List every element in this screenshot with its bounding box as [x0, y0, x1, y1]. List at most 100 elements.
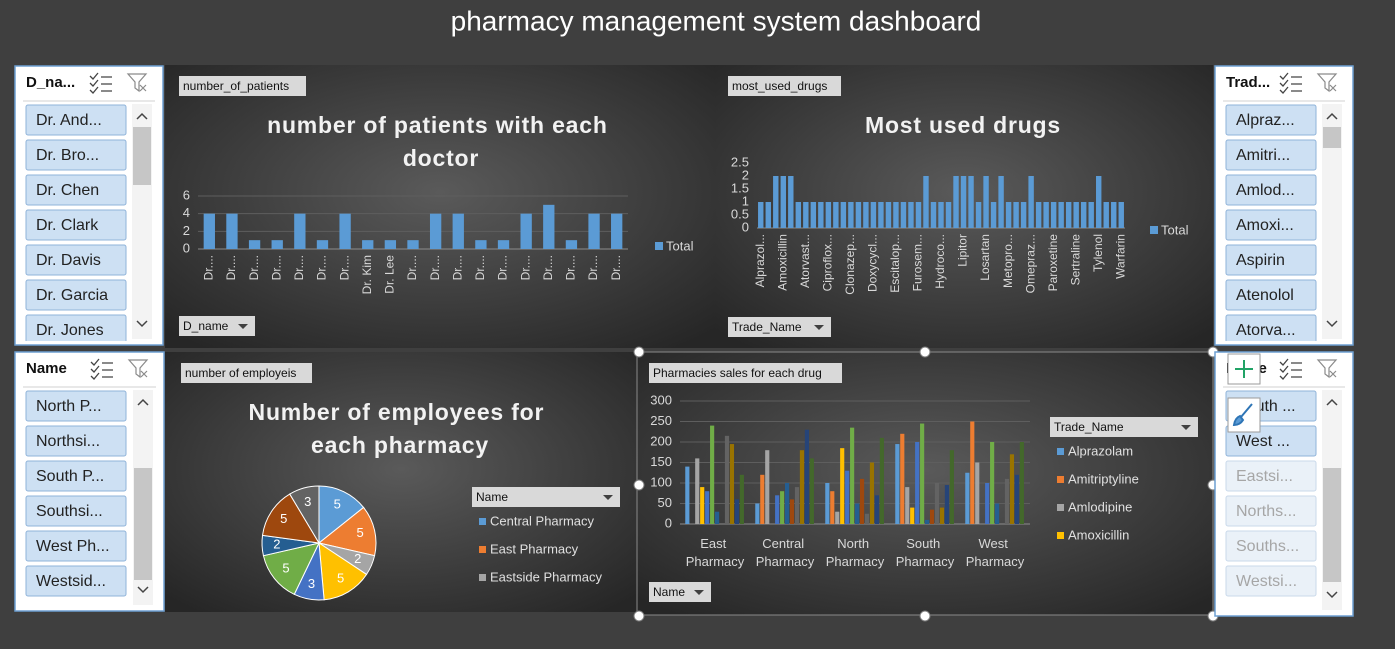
slicer-item-label: Dr. Bro...	[36, 147, 99, 164]
bar	[1020, 202, 1027, 228]
axis-field-button[interactable]	[728, 317, 831, 337]
slicer-item[interactable]	[25, 279, 127, 311]
legend-swatch	[1150, 226, 1158, 234]
selection-handle[interactable]	[633, 479, 645, 491]
slicer-item[interactable]	[1225, 314, 1317, 345]
bar	[294, 213, 306, 249]
slicer-item[interactable]	[1225, 104, 1317, 136]
slicer-item[interactable]	[1225, 244, 1317, 276]
selection-handle[interactable]	[919, 610, 931, 622]
selection-handle[interactable]	[633, 346, 645, 358]
bar	[795, 202, 802, 228]
scrollbar-thumb[interactable]	[1323, 127, 1341, 148]
axis-field-button[interactable]	[179, 316, 255, 336]
legend-header[interactable]	[1050, 417, 1198, 437]
bar	[729, 444, 735, 524]
field-button[interactable]	[181, 363, 312, 383]
axis-field-button[interactable]	[649, 582, 711, 602]
slicer-item-label: Souths...	[1236, 538, 1299, 555]
slicer-item-label: Westsi...	[1236, 573, 1297, 590]
bar	[789, 499, 795, 524]
bar	[565, 240, 578, 249]
slicer-item[interactable]	[1225, 530, 1317, 562]
slicer-item[interactable]	[25, 565, 127, 597]
bar	[863, 202, 869, 228]
scrollbar-thumb[interactable]	[1323, 468, 1341, 582]
clear-filter-icon[interactable]	[1316, 73, 1338, 93]
slicer-item[interactable]	[1225, 425, 1317, 457]
slicer-item[interactable]	[1225, 279, 1317, 311]
scroll-up[interactable]	[1326, 112, 1338, 120]
multi-select-icon[interactable]	[89, 72, 112, 94]
legend-swatch	[1057, 448, 1064, 455]
x-tick-label: Dr....	[586, 255, 600, 280]
bar	[1080, 202, 1087, 228]
selection-handle[interactable]	[919, 346, 931, 358]
dropdown-arrow	[814, 325, 824, 330]
scrollbar-track	[1322, 104, 1342, 339]
x-tick-label: Dr....	[473, 255, 487, 280]
scroll-up[interactable]	[136, 112, 148, 120]
bar	[975, 462, 980, 524]
scroll-down[interactable]	[1326, 591, 1338, 599]
slicer-item[interactable]	[1225, 460, 1317, 492]
slicer-item[interactable]	[25, 530, 127, 562]
scrollbar-thumb[interactable]	[133, 127, 151, 185]
legend-header[interactable]	[472, 487, 620, 507]
legend-title: Trade_Name	[1054, 420, 1124, 434]
bar	[760, 474, 765, 524]
bar	[895, 444, 900, 524]
bar	[785, 483, 790, 524]
bar	[915, 442, 920, 524]
slicer-item[interactable]	[25, 209, 127, 241]
slicer-item[interactable]	[25, 390, 127, 422]
slicer-item[interactable]	[25, 495, 127, 527]
slicer-item-label: Alpraz...	[1236, 112, 1295, 129]
field-button[interactable]	[649, 363, 842, 383]
legend-swatch	[479, 546, 486, 553]
axis-field-label: Trade_Name	[732, 320, 802, 334]
slicer-item[interactable]	[1225, 174, 1317, 206]
slicer-item[interactable]	[1225, 139, 1317, 171]
clear-filter-icon[interactable]	[1316, 359, 1338, 379]
scroll-down[interactable]	[1326, 320, 1338, 328]
field-button-label: number of employeis	[185, 366, 296, 380]
slicer-item[interactable]	[25, 460, 127, 492]
scroll-up[interactable]	[1326, 398, 1338, 406]
legend-swatch	[655, 242, 663, 250]
selection-handle[interactable]	[633, 610, 645, 622]
bar	[765, 202, 771, 228]
slicer-item-label: South P...	[36, 468, 104, 485]
clear-filter-icon[interactable]	[127, 359, 149, 379]
slicer-item[interactable]	[25, 104, 127, 136]
slicer-item[interactable]	[1225, 565, 1317, 597]
clear-filter-icon[interactable]	[126, 73, 148, 93]
legend-label: Total	[666, 238, 694, 253]
multi-select-icon[interactable]	[1279, 358, 1302, 380]
add-element-icon	[1235, 360, 1253, 378]
x-tick-label: Clonazep...	[843, 234, 857, 295]
slicer-item[interactable]	[25, 314, 127, 345]
scroll-down[interactable]	[137, 586, 149, 594]
legend-label: Eastside Pharmacy	[490, 569, 602, 584]
x-tick-label: South Pharmacy	[896, 536, 955, 569]
pie-slice	[261, 493, 320, 544]
slicer-item-label: Eastsi...	[1236, 468, 1293, 485]
bar	[874, 495, 879, 524]
scrollbar-thumb[interactable]	[134, 468, 152, 580]
slicer-item[interactable]	[25, 174, 127, 206]
slicer-item[interactable]	[25, 425, 127, 457]
slicer-item[interactable]	[25, 139, 127, 171]
multi-select-icon[interactable]	[1279, 72, 1302, 94]
bar	[685, 466, 690, 524]
slicer-item[interactable]	[25, 244, 127, 276]
slicer-item[interactable]	[1225, 209, 1317, 241]
scroll-up[interactable]	[137, 398, 149, 406]
scroll-down[interactable]	[136, 320, 148, 328]
slicer-item[interactable]	[1225, 495, 1317, 527]
field-button[interactable]	[728, 76, 841, 96]
slicer-item-label: Dr. Jones	[36, 322, 104, 339]
field-button[interactable]	[179, 76, 306, 96]
bar	[960, 176, 967, 228]
multi-select-icon[interactable]	[90, 358, 113, 380]
